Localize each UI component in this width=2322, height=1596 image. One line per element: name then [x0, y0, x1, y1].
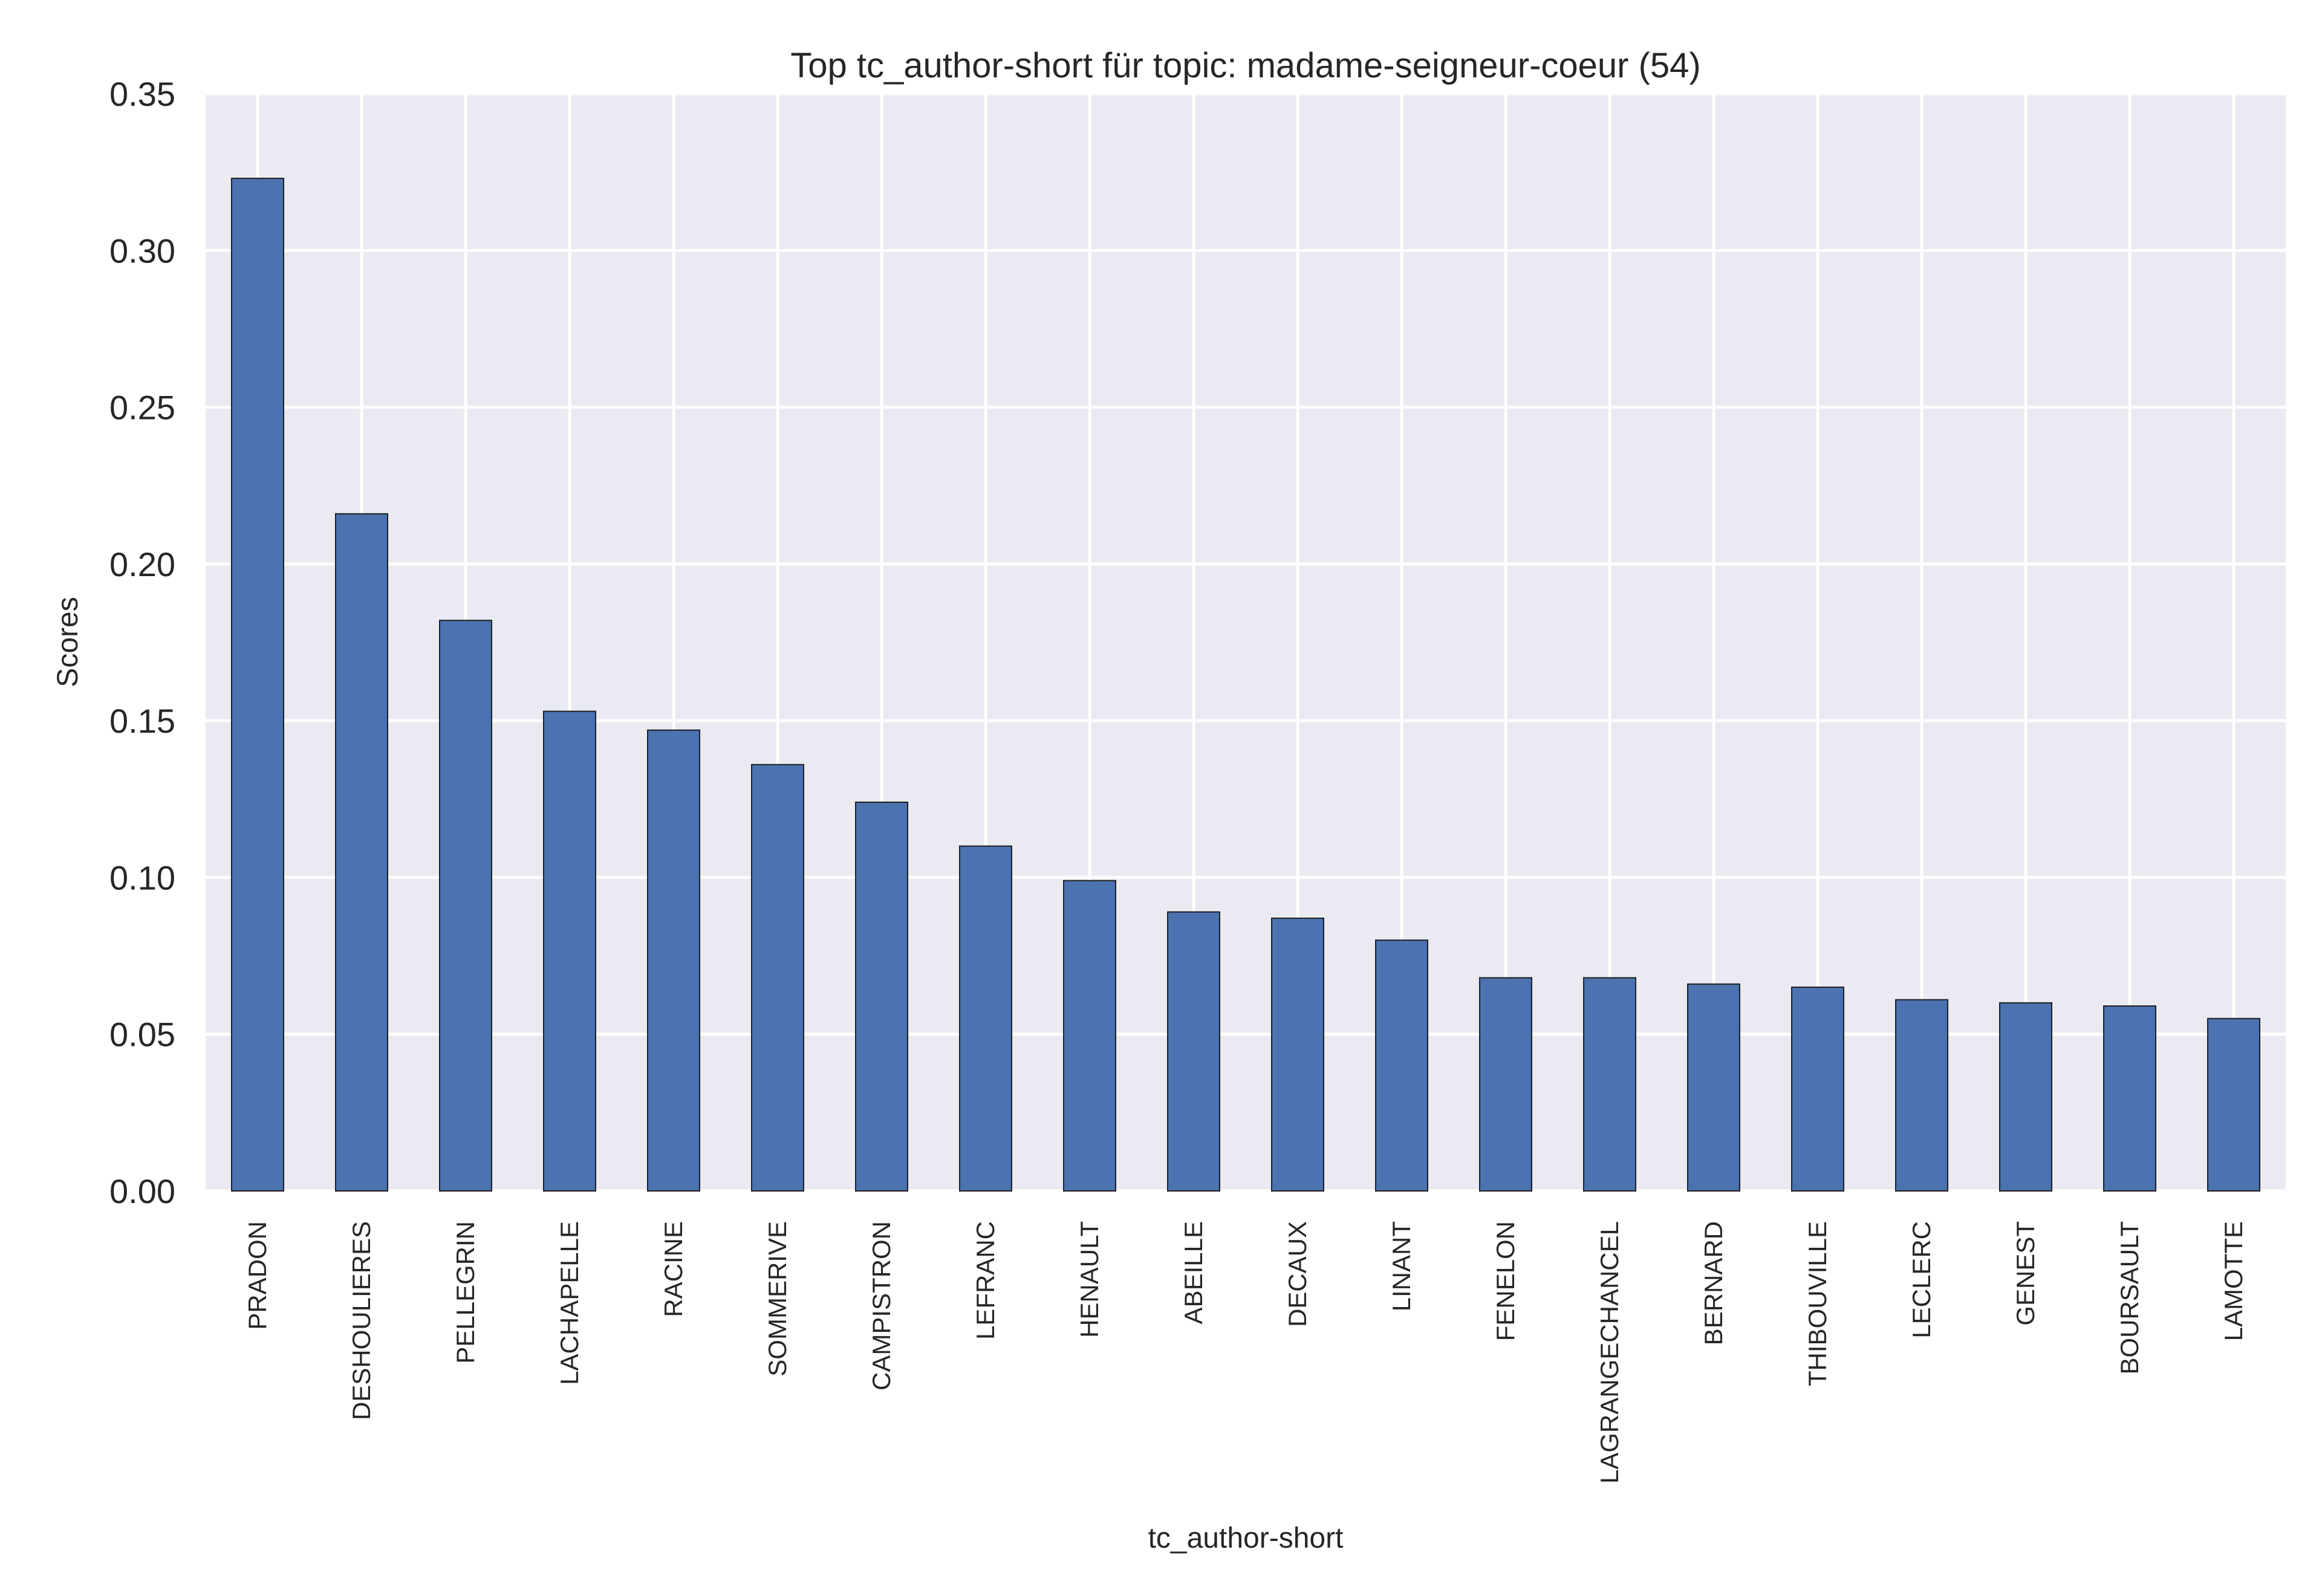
bar-thibouville [1791, 986, 1844, 1192]
x-tick-label: DESHOULIERES [347, 1221, 376, 1420]
y-tick-label: 0.25 [109, 389, 175, 427]
bar-leclerc [1895, 999, 1948, 1192]
x-tick-label: HENAULT [1075, 1221, 1104, 1338]
bar-boursault [2103, 1005, 2156, 1192]
x-tick-label: BERNARD [1699, 1221, 1728, 1345]
x-tick-label: LECLERC [1907, 1221, 1936, 1338]
y-tick-label: 0.05 [109, 1016, 175, 1054]
bar-lachapelle [543, 710, 596, 1192]
x-tick-label: LAGRANGECHANCEL [1595, 1221, 1624, 1484]
x-tick-label: SOMMERIVE [763, 1221, 792, 1377]
x-tick-label: LEFRANC [971, 1221, 1000, 1340]
bar-decaux [1271, 917, 1324, 1192]
bar-campistron [855, 801, 908, 1192]
y-tick-label: 0.15 [109, 702, 175, 740]
x-tick-label: LAMOTTE [2219, 1221, 2248, 1341]
y-axis-label: Scores [52, 597, 84, 687]
bar-henault [1063, 880, 1116, 1192]
bar-genest [1999, 1002, 2052, 1192]
x-tick-label: GENEST [2011, 1221, 2040, 1326]
y-tick-label: 0.30 [109, 232, 175, 270]
x-tick-label: THIBOUVILLE [1803, 1221, 1832, 1386]
bar-sommerive [751, 764, 804, 1192]
x-tick-label: BOURSAULT [2115, 1221, 2144, 1375]
bar-lamotte [2207, 1017, 2260, 1192]
bar-linant [1375, 939, 1428, 1192]
x-tick-label: CAMPISTRON [867, 1221, 896, 1390]
bar-racine [647, 729, 700, 1192]
x-tick-label: DECAUX [1283, 1221, 1312, 1327]
y-tick-label: 0.35 [109, 75, 175, 113]
y-tick-labels: 0.00 0.05 0.10 0.15 0.20 0.25 0.30 0.35 [109, 75, 175, 1210]
y-tick-label: 0.10 [109, 858, 175, 897]
x-tick-label: LACHAPELLE [555, 1221, 584, 1385]
x-tick-label: PRADON [243, 1221, 272, 1330]
bar-pellegrin [439, 620, 492, 1192]
bar-pradon [231, 178, 284, 1192]
x-tick-label: ABEILLE [1179, 1221, 1208, 1324]
bar-bernard [1687, 983, 1740, 1192]
plot-background [206, 94, 2286, 1191]
bar-lefranc [959, 845, 1012, 1192]
x-axis-label: tc_author-short [1148, 1522, 1344, 1554]
y-tick-label: 0.20 [109, 545, 175, 583]
x-tick-label: PELLEGRIN [451, 1221, 480, 1364]
bar-fenelon [1479, 977, 1532, 1192]
x-tick-label: RACINE [659, 1221, 688, 1317]
bar-abeille [1167, 911, 1220, 1192]
bars [231, 178, 2260, 1192]
x-tick-labels: PRADON DESHOULIERES PELLEGRIN LACHAPELLE RAC… [243, 1221, 2248, 1484]
bar-deshoulieres [335, 513, 388, 1192]
chart-title: Top tc_author-short für topic: madame-se… [790, 46, 1700, 85]
x-tick-label: FENELON [1491, 1221, 1520, 1341]
y-tick-label: 0.00 [109, 1172, 175, 1210]
bar-lagrangechancel [1583, 977, 1636, 1192]
x-tick-label: LINANT [1387, 1221, 1416, 1311]
